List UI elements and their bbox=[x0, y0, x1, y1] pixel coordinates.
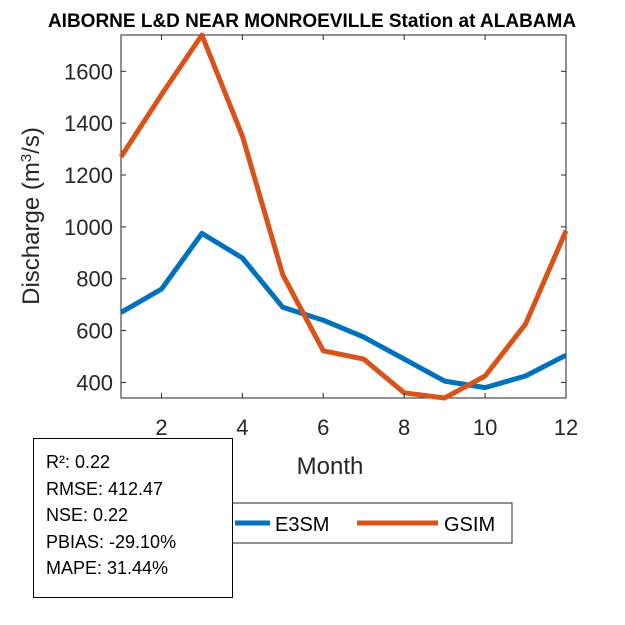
x-tick-label-10: 10 bbox=[473, 415, 497, 440]
y-tick-label-1600: 1600 bbox=[64, 59, 113, 84]
y-axis-label-sup: 3 bbox=[18, 154, 35, 162]
y-axis-label-end: /s) bbox=[18, 127, 45, 154]
x-tick-label-2: 2 bbox=[155, 415, 167, 440]
chart-title: AIBORNE L&D NEAR MONROEVILLE Station at … bbox=[48, 11, 576, 32]
legend: E3SM GSIM bbox=[230, 502, 513, 544]
x-axis-label: Month bbox=[297, 453, 364, 480]
plot-frame bbox=[120, 34, 567, 399]
stat-mape: MAPE: 31.44% bbox=[46, 558, 169, 578]
y-tick-label-400: 400 bbox=[76, 370, 113, 395]
x-tick-label-8: 8 bbox=[398, 415, 410, 440]
legend-label-e3sm: E3SM bbox=[275, 514, 329, 536]
y-axis-label: Discharge (m3/s) bbox=[18, 127, 46, 305]
x-tick-label-6: 6 bbox=[317, 415, 329, 440]
legend-label-gsim: GSIM bbox=[444, 514, 495, 536]
y-tick-label-600: 600 bbox=[76, 319, 113, 344]
stat-nse: NSE: 0.22 bbox=[46, 505, 129, 525]
y-axis-label-main: Discharge (m bbox=[18, 162, 45, 305]
y-tick-label-1200: 1200 bbox=[64, 163, 113, 188]
x-tick-label-12: 12 bbox=[554, 415, 578, 440]
stat-rmse: RMSE: 412.47 bbox=[46, 478, 164, 499]
stat-r2: R²: 0.22 bbox=[46, 452, 111, 472]
y-tick-label-800: 800 bbox=[76, 267, 113, 292]
stats-box: R²: 0.22 RMSE: 412.47 NSE: 0.22 PBIAS: -… bbox=[33, 438, 233, 598]
y-tick-label-1400: 1400 bbox=[64, 111, 113, 136]
series-line-gsim bbox=[118, 32, 569, 401]
series-line-e3sm bbox=[119, 230, 568, 391]
y-tick-label-1000: 1000 bbox=[64, 215, 113, 240]
stat-pbias: PBIAS: -29.10% bbox=[46, 531, 177, 552]
x-tick-label-4: 4 bbox=[236, 415, 248, 440]
